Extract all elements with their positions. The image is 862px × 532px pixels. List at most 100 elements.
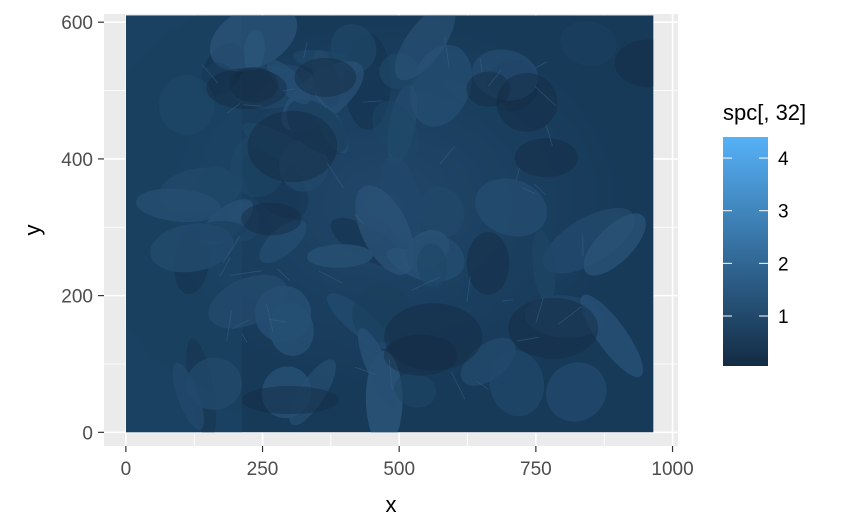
raster-shadow	[508, 297, 599, 359]
legend-title: spc[, 32]	[723, 100, 806, 125]
raster-shadow	[229, 67, 279, 103]
raster-shadow	[247, 110, 338, 183]
raster-vein	[327, 163, 344, 188]
raster-vein	[242, 104, 262, 107]
raster-shadow	[466, 71, 511, 107]
raster-leaf	[172, 362, 205, 430]
raster-leaf	[259, 219, 307, 264]
raster-vein	[487, 69, 502, 87]
raster-vein	[222, 236, 241, 263]
raster-leaf	[330, 24, 377, 73]
y-tick-label: 400	[61, 150, 93, 171]
raster-vein	[362, 100, 382, 103]
x-tick-label: 500	[383, 459, 415, 480]
raster-leaf	[150, 223, 234, 273]
raster-vein	[476, 380, 489, 390]
raster-vein	[226, 310, 232, 341]
raster-vein	[480, 58, 483, 73]
raster-leaf	[419, 186, 465, 238]
y-tick-label: 0	[82, 423, 93, 444]
raster-image	[125, 15, 654, 433]
y-tick-label: 200	[61, 287, 93, 308]
raster-vein	[444, 37, 450, 69]
raster-vein	[535, 61, 547, 69]
raster-vein	[535, 298, 544, 323]
x-tick-label: 750	[520, 459, 552, 480]
raster-leaf	[136, 188, 222, 223]
x-axis-title: x	[386, 492, 397, 517]
y-axis-title: y	[20, 225, 45, 236]
raster-leaf	[471, 49, 539, 101]
raster-vein	[354, 366, 376, 375]
raster-leaf	[312, 50, 341, 107]
raster-leaf	[394, 372, 437, 408]
raster-vein	[303, 42, 308, 58]
raster-vein	[466, 276, 471, 303]
raster-vein	[318, 270, 343, 284]
raster-leaf	[532, 230, 556, 303]
raster-shadow	[466, 232, 510, 295]
raster-leaf	[186, 357, 242, 410]
raster-leaf	[268, 302, 314, 356]
raster-shadow	[206, 67, 287, 110]
x-tick-label: 250	[247, 459, 279, 480]
raster-leaf	[306, 244, 373, 268]
raster-vein	[354, 214, 365, 225]
legend-colorbar	[723, 137, 768, 366]
raster-shadow	[241, 202, 302, 236]
raster-leaf	[357, 328, 398, 407]
raster-leaf	[209, 15, 298, 72]
raster-vein	[515, 167, 520, 181]
raster-leaf	[417, 243, 448, 288]
legend-tick-label: 2	[778, 254, 789, 275]
x-tick-label: 0	[121, 459, 132, 480]
raster-vein	[277, 268, 290, 281]
legend-ticks: 1 2 3 4	[723, 149, 789, 328]
raster-leaf	[583, 213, 646, 276]
raster-leaf	[261, 366, 312, 419]
raster-shadow	[241, 385, 339, 415]
raster-vein	[315, 94, 327, 108]
raster-leaf	[394, 15, 456, 81]
color-legend: spc[, 32] 1 2 3 4	[723, 100, 806, 366]
raster-vein	[241, 333, 248, 343]
raster-vein	[534, 86, 557, 107]
legend-tick-label: 3	[778, 202, 789, 223]
raster-shadow	[614, 39, 654, 87]
raster-vein	[502, 299, 514, 302]
raster-vein	[227, 103, 241, 114]
x-tick-label: 1000	[651, 459, 693, 480]
legend-tick-label: 4	[778, 149, 789, 170]
raster-vein	[439, 146, 455, 165]
raster-leaf	[230, 133, 287, 198]
raster-vein	[450, 371, 466, 400]
raster-vein	[230, 270, 263, 276]
raster-leaf	[475, 178, 548, 237]
raster-leaf	[559, 20, 617, 67]
y-axis: 0 200 400 600	[61, 13, 104, 444]
raster-leaf	[545, 362, 607, 422]
raster-leaf	[279, 139, 329, 192]
raster-vein	[268, 318, 287, 323]
x-axis: 0 250 500 750 1000	[121, 446, 694, 480]
legend-tick-label: 1	[778, 307, 789, 328]
y-tick-label: 600	[61, 13, 93, 34]
raster-leaf	[286, 99, 349, 156]
raster-shadow	[383, 334, 458, 376]
raster-vein	[219, 257, 231, 277]
raster-shadow	[496, 72, 558, 132]
raster-shadow	[514, 138, 578, 178]
raster-vein	[533, 183, 546, 195]
raster-leaf	[460, 337, 516, 386]
raster-leaf	[352, 284, 410, 343]
raster-leaf	[355, 185, 415, 275]
plot-panel	[104, 14, 678, 446]
raster-leaf	[462, 283, 492, 318]
raster-vein	[201, 64, 219, 84]
raster-vein	[557, 306, 582, 325]
raster-vein	[412, 276, 440, 291]
raster-vein	[266, 303, 274, 333]
raster-leaf	[372, 101, 420, 160]
raster-vein	[231, 319, 250, 329]
